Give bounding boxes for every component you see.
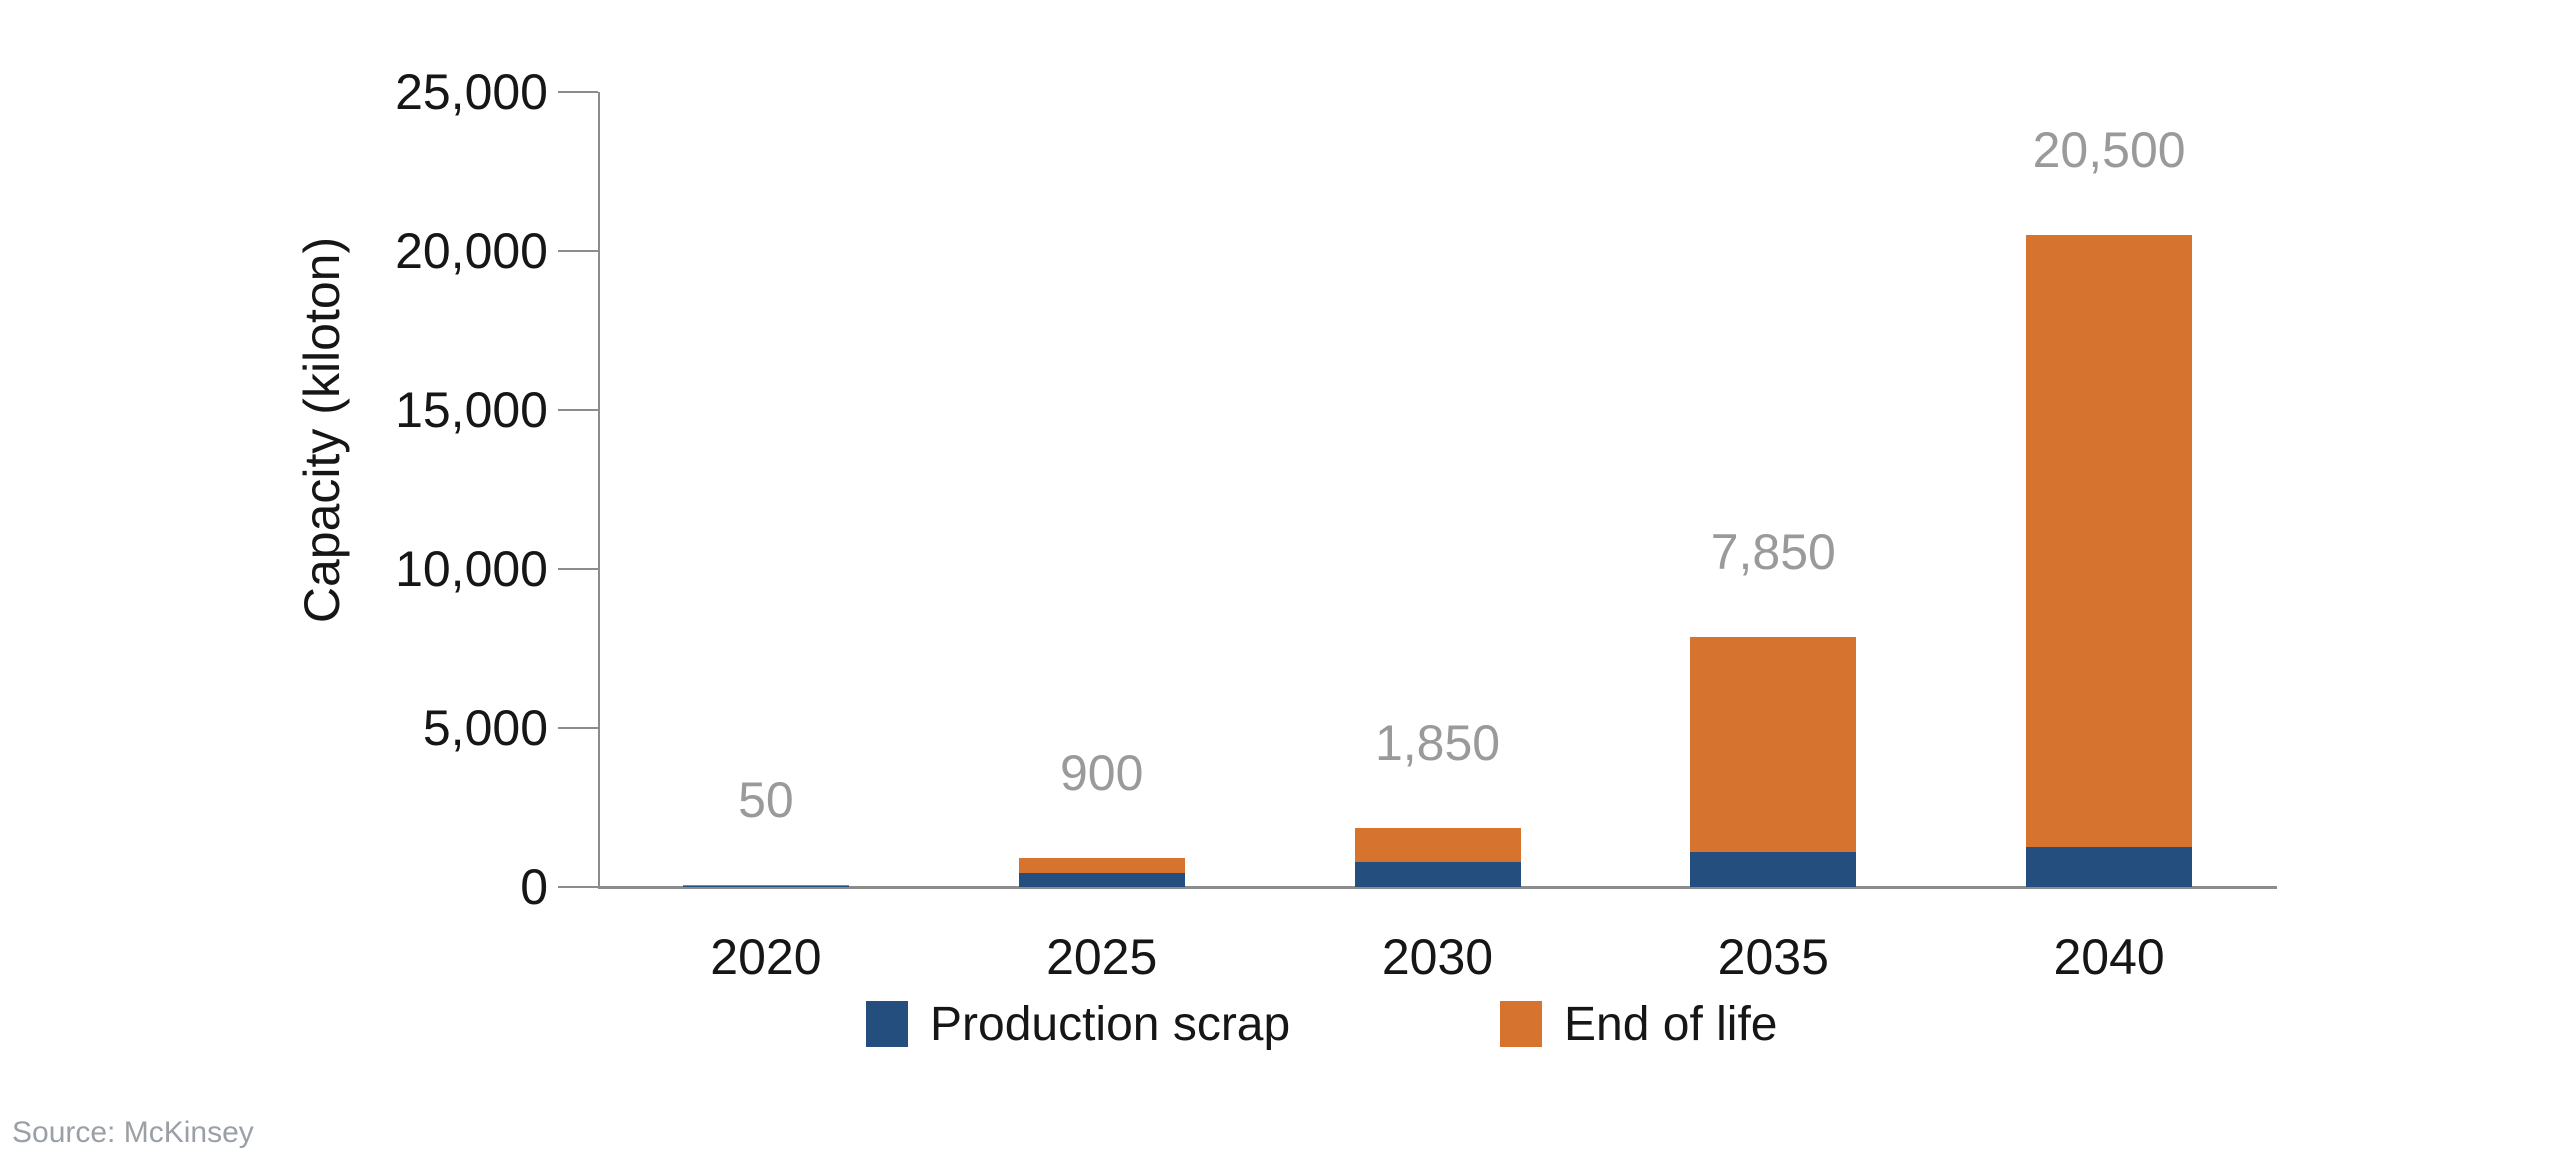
bar-2020-end-of-life — [682, 885, 849, 887]
y-tick-label: 5,000 — [422, 700, 548, 756]
bar-2035-production-scrap — [1690, 852, 1857, 887]
y-tick-label: 20,000 — [395, 223, 548, 279]
y-tick-mark — [558, 250, 598, 252]
legend-label: End of life — [1564, 997, 1778, 1051]
x-tick-label: 2020 — [710, 929, 822, 985]
bar-total-label: 900 — [1059, 745, 1144, 802]
bar-2025-end-of-life — [1018, 858, 1185, 873]
legend-swatch-icon — [1500, 1001, 1542, 1047]
x-tick-label: 2030 — [1381, 929, 1494, 985]
y-tick-mark — [558, 568, 598, 570]
y-tick-mark — [558, 409, 598, 411]
x-tick-label: 2035 — [1717, 929, 1829, 985]
y-axis-line — [598, 92, 600, 887]
x-tick-label: 2040 — [2053, 929, 2165, 985]
y-tick-label: 10,000 — [395, 541, 548, 597]
source-note: Source: McKinsey — [12, 1116, 254, 1149]
bar-2020-production-scrap — [682, 886, 849, 887]
x-tick-label: 2025 — [1046, 929, 1158, 985]
y-tick-mark — [558, 91, 598, 93]
y-tick-label: 15,000 — [395, 382, 548, 438]
bar-total-label: 20,500 — [2032, 122, 2186, 179]
y-tick-label: 25,000 — [395, 64, 548, 120]
x-axis-line — [598, 886, 2277, 889]
y-tick-label: 0 — [520, 859, 548, 915]
legend-item-end-of-life: End of life — [1500, 997, 1778, 1051]
legend-item-production-scrap: Production scrap — [866, 997, 1291, 1051]
bar-2040-production-scrap — [2026, 847, 2193, 887]
bar-2030-end-of-life — [1354, 828, 1521, 862]
bar-total-label: 1,850 — [1374, 715, 1501, 772]
bar-2040-end-of-life — [2026, 235, 2193, 848]
bar-2035-end-of-life — [1690, 637, 1857, 852]
legend-swatch-icon — [866, 1001, 908, 1047]
bar-total-label: 50 — [738, 772, 794, 829]
bar-2030-production-scrap — [1354, 861, 1521, 887]
bar-total-label: 7,850 — [1710, 524, 1836, 581]
y-tick-mark — [558, 727, 598, 729]
bar-2025-production-scrap — [1018, 872, 1185, 887]
legend-label: Production scrap — [930, 997, 1291, 1051]
y-tick-mark — [558, 886, 598, 888]
